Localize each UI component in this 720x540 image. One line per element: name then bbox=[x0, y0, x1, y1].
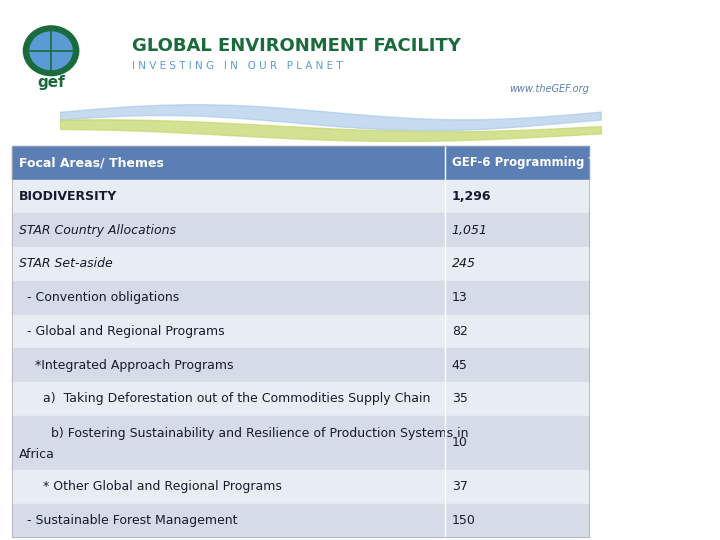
Text: 82: 82 bbox=[451, 325, 468, 338]
Text: - Convention obligations: - Convention obligations bbox=[19, 291, 179, 304]
Text: 1,051: 1,051 bbox=[451, 224, 487, 237]
Text: 245: 245 bbox=[451, 258, 476, 271]
Text: I N V E S T I N G   I N   O U R   P L A N E T: I N V E S T I N G I N O U R P L A N E T bbox=[132, 61, 343, 71]
Text: * Other Global and Regional Programs: * Other Global and Regional Programs bbox=[19, 480, 282, 493]
Text: *Integrated Approach Programs: *Integrated Approach Programs bbox=[19, 359, 234, 372]
Text: a)  Taking Deforestation out of the Commodities Supply Chain: a) Taking Deforestation out of the Commo… bbox=[19, 393, 431, 406]
FancyBboxPatch shape bbox=[12, 416, 589, 470]
Text: Focal Areas/ Themes: Focal Areas/ Themes bbox=[19, 156, 164, 169]
Circle shape bbox=[24, 26, 78, 76]
Text: 10: 10 bbox=[451, 436, 468, 449]
Text: Africa: Africa bbox=[19, 448, 55, 461]
Text: b) Fostering Sustainability and Resilience of Production Systems in: b) Fostering Sustainability and Resilien… bbox=[19, 427, 469, 440]
FancyBboxPatch shape bbox=[12, 470, 589, 503]
Text: 37: 37 bbox=[451, 480, 468, 493]
FancyBboxPatch shape bbox=[12, 382, 589, 416]
Text: 45: 45 bbox=[451, 359, 468, 372]
Text: www.theGEF.org: www.theGEF.org bbox=[509, 84, 589, 94]
FancyBboxPatch shape bbox=[12, 314, 589, 348]
FancyBboxPatch shape bbox=[12, 179, 589, 213]
FancyBboxPatch shape bbox=[12, 503, 589, 537]
Text: STAR Country Allocations: STAR Country Allocations bbox=[19, 224, 176, 237]
Text: - Global and Regional Programs: - Global and Regional Programs bbox=[19, 325, 225, 338]
FancyBboxPatch shape bbox=[12, 146, 589, 179]
FancyBboxPatch shape bbox=[12, 281, 589, 314]
Text: 1,296: 1,296 bbox=[451, 190, 491, 203]
Circle shape bbox=[28, 30, 74, 71]
FancyBboxPatch shape bbox=[12, 247, 589, 281]
Text: 150: 150 bbox=[451, 514, 476, 527]
FancyBboxPatch shape bbox=[0, 0, 600, 151]
Text: 35: 35 bbox=[451, 393, 468, 406]
FancyBboxPatch shape bbox=[12, 213, 589, 247]
Text: BIODIVERSITY: BIODIVERSITY bbox=[19, 190, 117, 203]
Text: STAR Set-aside: STAR Set-aside bbox=[19, 258, 113, 271]
Text: GLOBAL ENVIRONMENT FACILITY: GLOBAL ENVIRONMENT FACILITY bbox=[132, 37, 461, 55]
Text: 13: 13 bbox=[451, 291, 467, 304]
FancyBboxPatch shape bbox=[12, 348, 589, 382]
Text: GEF-6 Programming Targets ($ million): GEF-6 Programming Targets ($ million) bbox=[451, 156, 709, 169]
Text: gef: gef bbox=[37, 75, 65, 90]
Text: - Sustainable Forest Management: - Sustainable Forest Management bbox=[19, 514, 238, 527]
